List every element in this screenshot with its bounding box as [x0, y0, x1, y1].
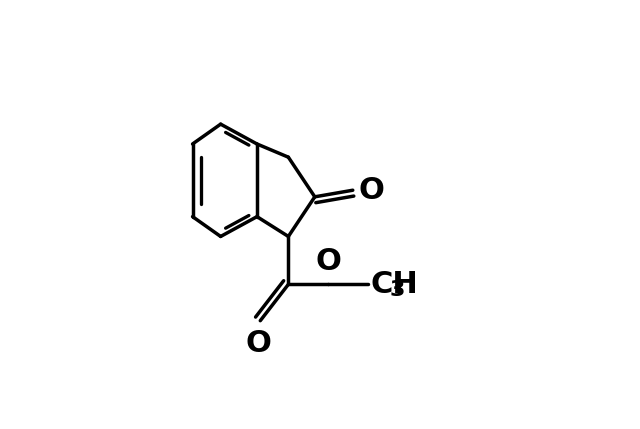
Text: O: O — [359, 176, 385, 205]
Text: 3: 3 — [390, 280, 405, 300]
Text: O: O — [246, 329, 271, 358]
Text: CH: CH — [371, 270, 418, 299]
Text: O: O — [315, 247, 341, 276]
